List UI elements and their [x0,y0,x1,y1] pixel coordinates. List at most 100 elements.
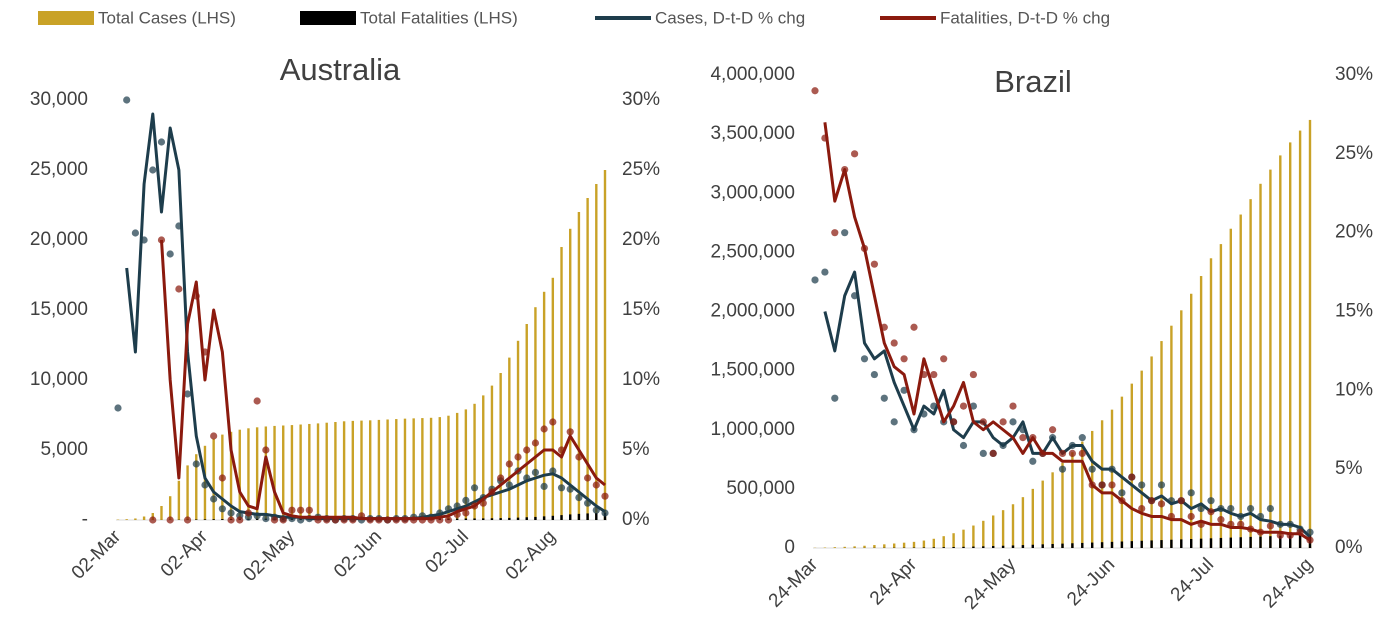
legend-swatch [300,11,356,25]
legend-swatch [38,11,94,25]
bar [212,438,215,520]
bar [238,429,241,520]
dot [880,394,888,402]
y2-tick-label: 0% [1335,537,1363,558]
bar [1259,183,1262,549]
legend-label: Total Cases (LHS) [98,8,236,27]
dot [821,268,829,276]
dot [1266,504,1274,513]
bar [942,547,945,548]
bar [316,423,320,520]
dot [540,425,548,433]
bar [168,496,172,520]
bar [932,538,935,548]
bar [1249,536,1252,548]
bar [560,247,563,520]
bar [922,547,926,548]
bar [962,529,965,548]
bar [1071,543,1074,548]
x-tick-label: 24-Mar [765,554,823,612]
dot [244,509,253,517]
x-tick-label: 02-Apr [157,526,213,582]
bar [1190,293,1193,548]
bar [1249,199,1252,548]
bar [534,516,537,520]
dot [166,250,174,258]
dot [297,506,305,514]
dot [1009,402,1017,410]
bar [125,519,128,520]
y-tick-label: 4,000,000 [710,64,795,85]
bar [603,170,607,520]
x-tick-label: 02-Jun [330,526,386,582]
bar [586,513,589,520]
bar [595,513,598,520]
bar [1308,119,1312,548]
line [823,122,1311,542]
bar [1289,535,1292,548]
bar [255,427,259,520]
legend: Total Cases (LHS) Total Fatalities (LHS) C… [38,8,1110,27]
dot [910,323,918,331]
bar [922,540,926,548]
dot [1118,489,1126,497]
bar [1229,228,1232,548]
dot [831,394,839,402]
y2-tick-label: 25% [622,159,660,180]
dot [1207,508,1215,516]
bar [1140,540,1143,548]
dot [831,229,839,237]
y2-tick-label: 15% [1335,301,1373,322]
dot [870,260,879,268]
bar [1140,370,1143,548]
bar [455,518,459,520]
bar [508,357,511,520]
bar [1001,545,1005,548]
y-tick-label: 3,000,000 [710,182,795,203]
bar [542,291,546,520]
dot [575,494,583,502]
x-tick-label: 24-Jul [1167,554,1218,605]
bar [569,514,572,520]
line [823,270,1312,539]
dot [969,402,978,410]
bar [508,517,511,520]
bar [1110,409,1114,548]
y2-tick-label: 10% [622,369,660,390]
dot [1187,512,1195,521]
bar [863,545,866,548]
dot [1148,497,1156,505]
bar [1081,441,1084,548]
bar [412,418,415,520]
x-tick-label: 24-Aug [1259,554,1317,612]
bar [1209,538,1213,548]
bar [177,480,181,520]
bar [1279,535,1282,548]
dot [811,87,819,95]
bar [1130,383,1133,548]
bar [1269,536,1272,548]
dot [1068,449,1076,457]
chart-title: Brazil [994,64,1072,99]
bar [1190,539,1193,548]
bar [932,547,935,548]
bar [912,541,916,548]
y-tick-label: 3,500,000 [710,123,795,144]
y2-tick-label: 20% [622,229,660,250]
dot [149,516,157,524]
dot [149,166,157,174]
bar [455,412,459,520]
bar [351,420,355,520]
bar [534,307,537,520]
bar [577,212,581,520]
bar [843,546,846,548]
bar [1041,480,1044,548]
bar [952,533,955,548]
bar [499,373,502,520]
dot [1207,497,1215,505]
bar [490,385,494,520]
dot [227,509,235,517]
dot [1088,465,1096,473]
y-tick-label: 0 [784,537,795,558]
bar [972,546,975,548]
